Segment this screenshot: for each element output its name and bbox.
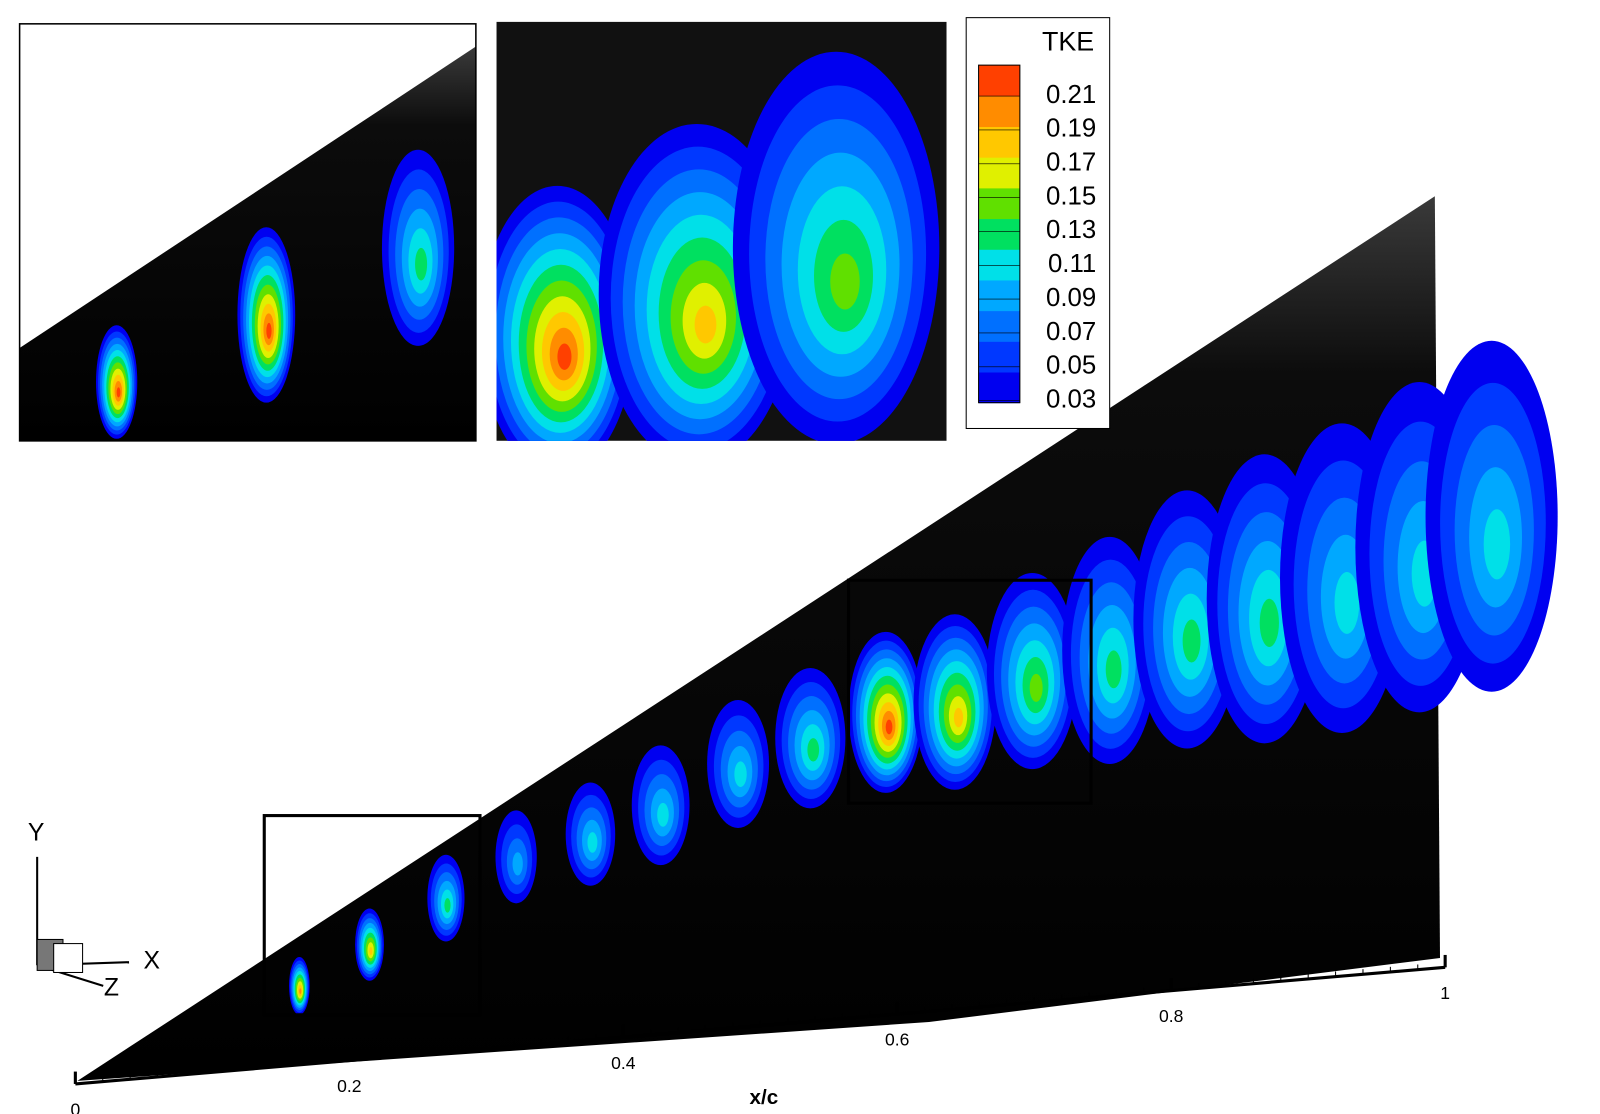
colorbar-label: 0.03 xyxy=(1046,385,1096,413)
vortices xyxy=(289,340,1558,1015)
tick-label: 0.6 xyxy=(885,1029,909,1049)
colorbar-label: 0.13 xyxy=(1046,216,1096,244)
color-band xyxy=(978,371,1020,404)
colorbar: 0.21 0.19 0.17 0.15 0.13 0.11 0.09 0.07 0.05 0.03 xyxy=(978,64,1096,413)
colorbar-label: 0.19 xyxy=(1046,115,1096,143)
contour xyxy=(830,253,860,310)
contour xyxy=(1029,673,1043,702)
color-band xyxy=(978,341,1020,373)
contour xyxy=(369,947,373,956)
contour xyxy=(444,898,451,913)
inset-left xyxy=(19,23,476,441)
zoom-box xyxy=(846,578,1093,805)
axis-title: x/c xyxy=(750,1086,779,1109)
tick-label: 0.4 xyxy=(611,1053,636,1073)
contour xyxy=(512,852,523,876)
color-band xyxy=(978,65,1020,97)
triad-label: Y xyxy=(28,820,45,847)
triad xyxy=(36,856,130,987)
color-band xyxy=(978,310,1020,342)
legend-title: TKE xyxy=(1042,27,1094,57)
colorbar-label: 0.07 xyxy=(1046,318,1096,346)
color-band xyxy=(978,218,1020,250)
contour xyxy=(1182,619,1201,663)
contour xyxy=(266,322,272,339)
contour xyxy=(587,832,598,853)
contour xyxy=(1334,571,1360,634)
color-band xyxy=(978,157,1020,189)
x-axis: 0 0.2 0.4 0.6 0.8 1 xyxy=(70,954,1450,1114)
contour xyxy=(557,343,572,370)
contour xyxy=(734,761,747,788)
color-band xyxy=(978,187,1020,220)
colorbar-label: 0.11 xyxy=(1048,250,1096,278)
color-band xyxy=(978,126,1020,158)
colorbar-label: 0.17 xyxy=(1046,149,1096,177)
colorbar-label: 0.21 xyxy=(1046,81,1096,109)
triad-label: X xyxy=(143,948,160,975)
color-band xyxy=(978,95,1020,128)
triad-label: Z xyxy=(104,975,119,1002)
tick-label: 0.2 xyxy=(337,1076,361,1096)
colorbar-label: 0.05 xyxy=(1046,352,1096,380)
contour xyxy=(299,988,302,994)
color-band xyxy=(978,279,1020,312)
tick-label: 0 xyxy=(70,1099,80,1114)
contour xyxy=(807,738,820,762)
contour xyxy=(1105,650,1122,689)
contour xyxy=(657,802,669,827)
inset-frame xyxy=(18,23,477,442)
colorbar-frame xyxy=(978,64,1021,404)
contour xyxy=(953,707,964,728)
contour xyxy=(415,247,428,281)
tick-label: 0.8 xyxy=(1159,1006,1183,1026)
contour xyxy=(694,305,717,344)
color-band xyxy=(978,249,1020,281)
zoom-box xyxy=(262,814,482,1017)
inset-right xyxy=(496,21,947,441)
contour xyxy=(116,387,121,398)
contour xyxy=(1259,598,1279,647)
colorbar-label: 0.09 xyxy=(1046,284,1096,312)
tick-label: 1 xyxy=(1440,983,1450,1003)
contour xyxy=(885,719,893,735)
contour xyxy=(1483,509,1511,580)
colorbar-label: 0.15 xyxy=(1046,182,1096,210)
